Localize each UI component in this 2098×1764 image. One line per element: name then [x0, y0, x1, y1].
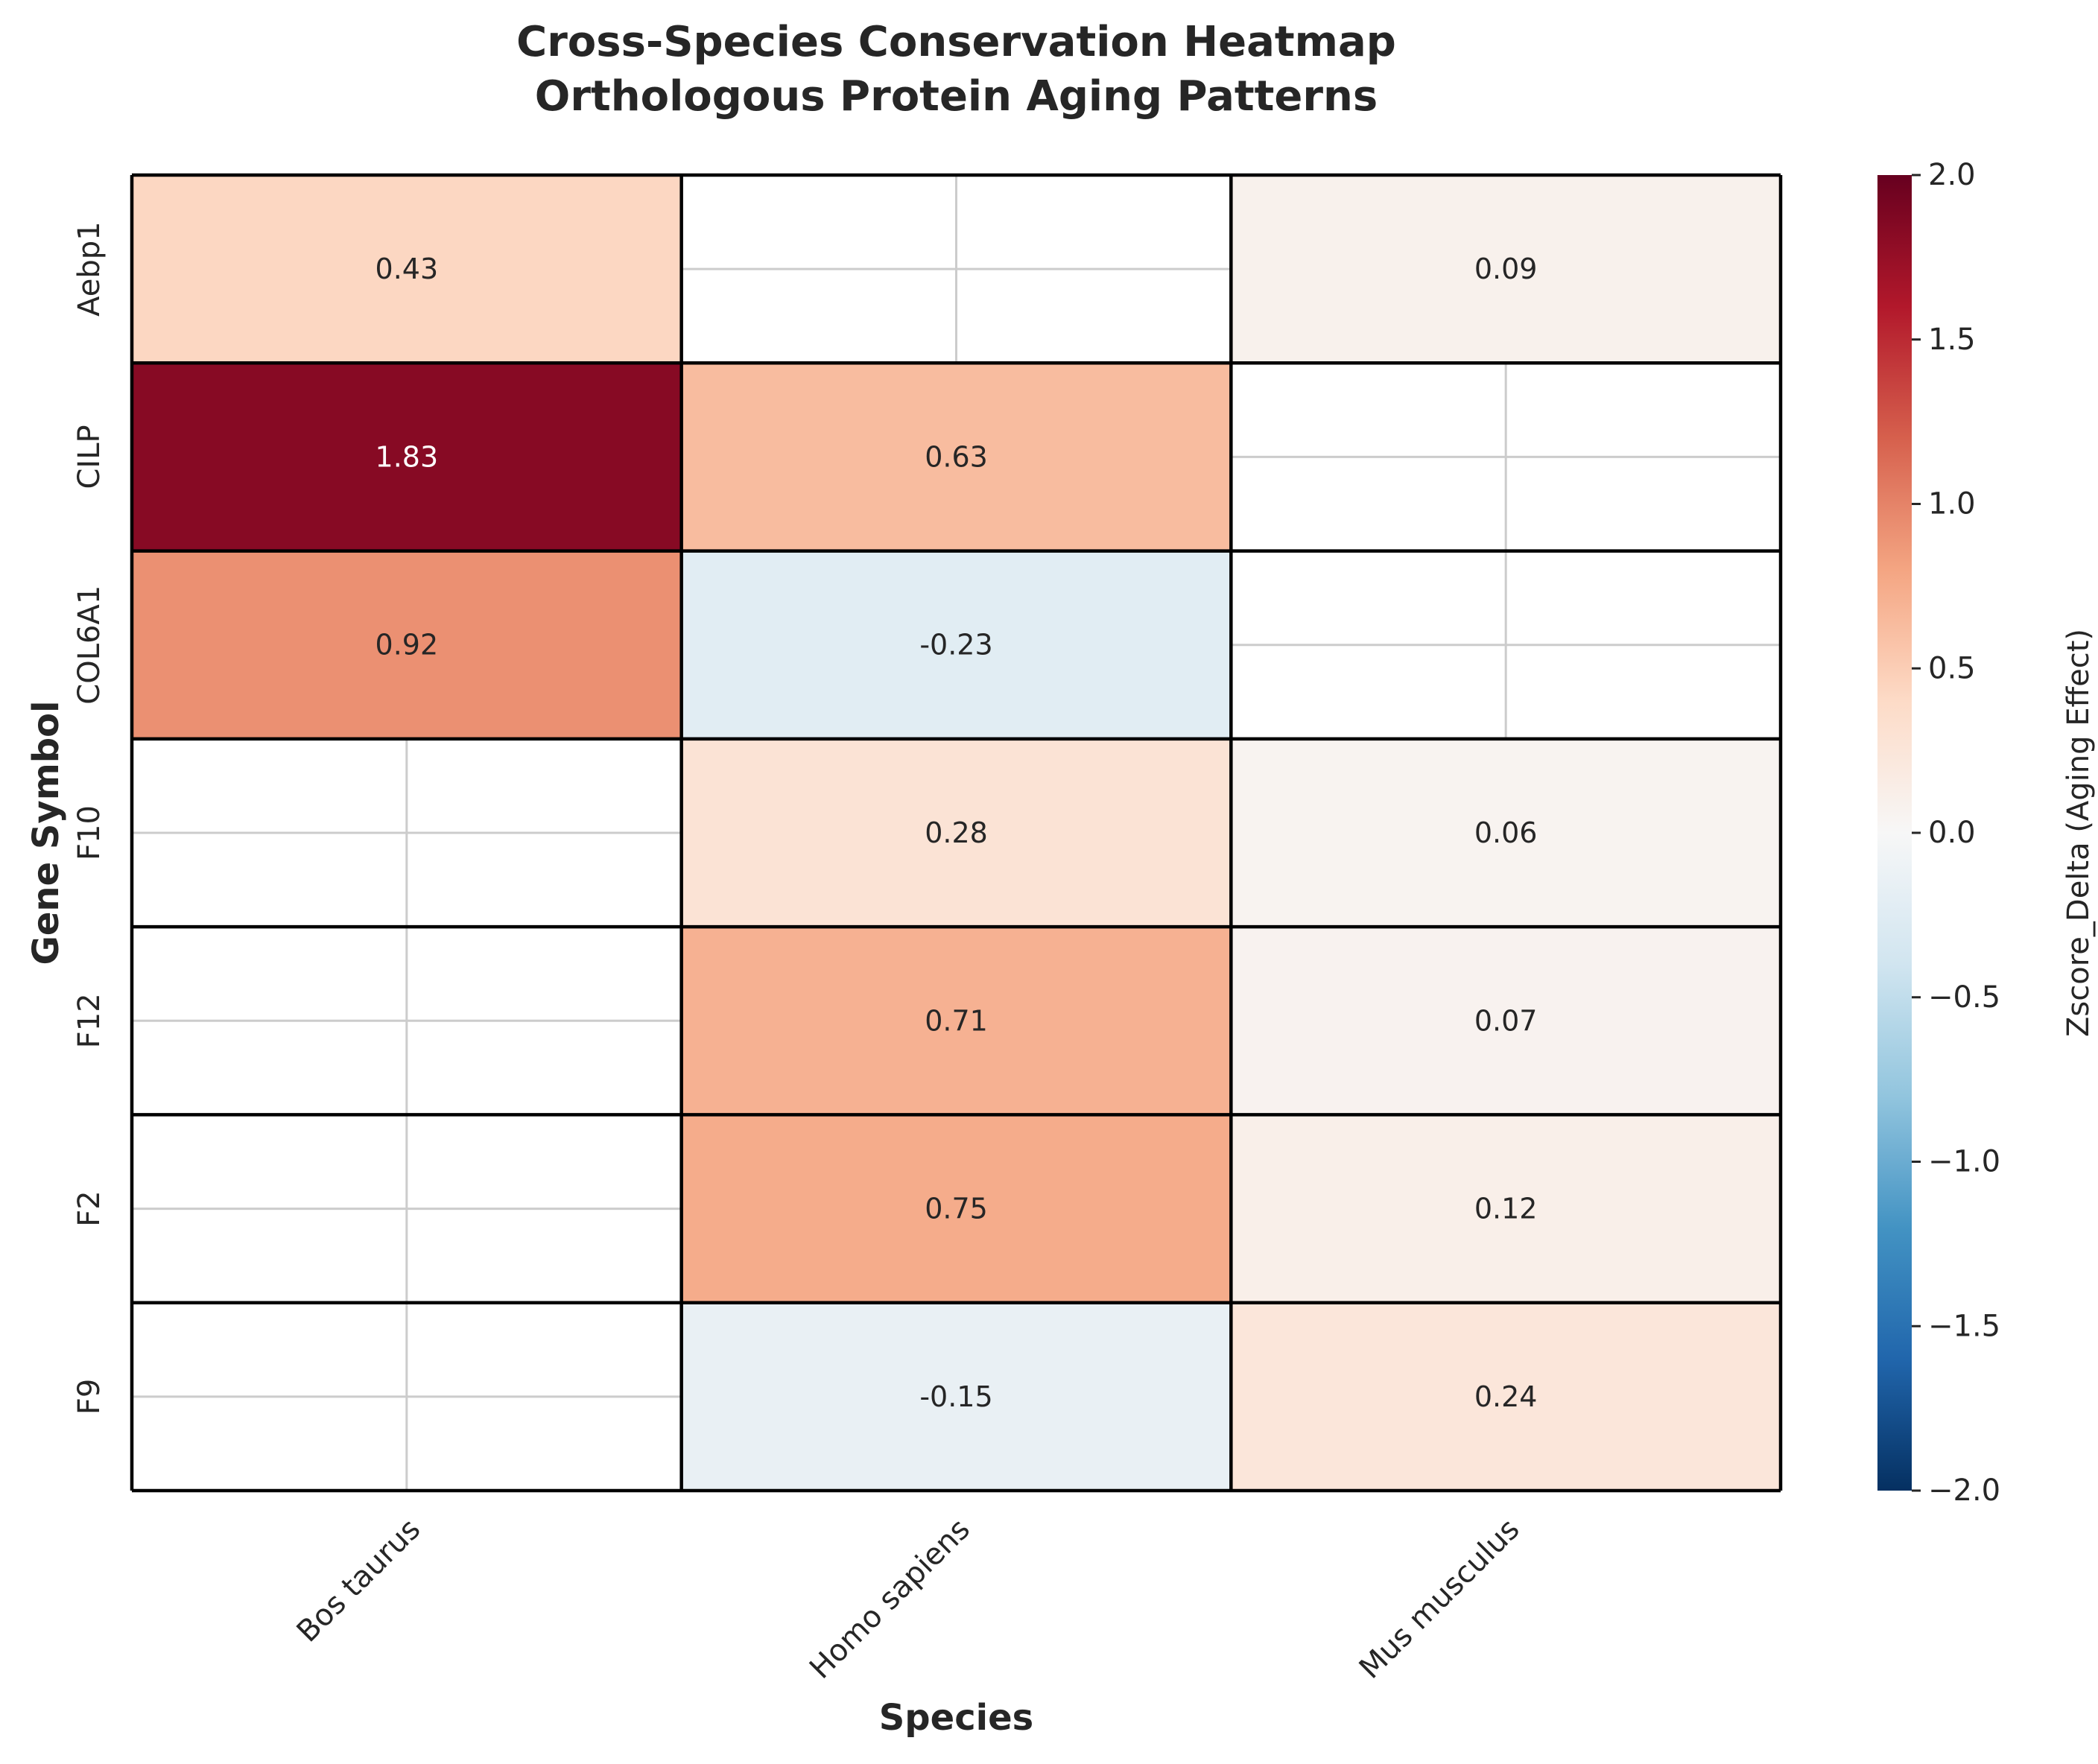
cell-label-aebp1-bos-taurus: 0.43 — [375, 253, 439, 285]
cell-label-f10-homo-sapiens: 0.28 — [925, 816, 988, 849]
cell-label-f2-homo-sapiens: 0.75 — [925, 1193, 988, 1225]
cell-label-col6a1-bos-taurus: 0.92 — [375, 629, 439, 662]
heatmap-cell-col6a1-homo-sapiens — [681, 551, 1232, 739]
cell-label-f12-homo-sapiens: 0.71 — [925, 1004, 988, 1037]
heatmap-cell-f12-homo-sapiens — [681, 927, 1232, 1115]
cell-label-col6a1-homo-sapiens: -0.23 — [919, 629, 992, 662]
cell-label-f12-mus-musculus: 0.07 — [1474, 1004, 1538, 1037]
colorbar-tick-label-5: −0.5 — [1928, 980, 2000, 1015]
y-tick-label-cilp: CILP — [72, 425, 107, 489]
cell-label-aebp1-mus-musculus: 0.09 — [1474, 253, 1538, 285]
colorbar-label: Zscore_Delta (Aging Effect) — [2061, 629, 2096, 1037]
x-tick-label-homo-sapiens: Homo sapiens — [803, 1512, 977, 1686]
x-tick-label-mus-musculus: Mus musculus — [1353, 1512, 1527, 1686]
heatmap-cell-f2-homo-sapiens — [681, 1114, 1232, 1303]
y-tick-label-f9: F9 — [72, 1379, 107, 1415]
heatmap-cell-f9-mus-musculus — [1231, 1302, 1781, 1491]
x-axis-label: Species — [879, 1697, 1034, 1739]
chart-subtitle: Orthologous Protein Aging Patterns — [535, 72, 1378, 121]
heatmap-cell-f10-homo-sapiens — [681, 738, 1232, 927]
heatmap-cell-f12-mus-musculus — [1231, 927, 1781, 1115]
colorbar-tick-label-3: 0.5 — [1928, 651, 1976, 685]
y-axis-label: Gene Symbol — [25, 700, 67, 965]
y-tick-label-aebp1: Aebp1 — [72, 221, 107, 317]
cell-label-cilp-bos-taurus: 1.83 — [375, 440, 439, 473]
heatmap-cell-aebp1-bos-taurus — [132, 175, 682, 364]
heatmap-cell-col6a1-bos-taurus — [132, 551, 682, 739]
colorbar-tick-label-4: 0.0 — [1928, 816, 1976, 850]
y-tick-label-f12: F12 — [72, 993, 107, 1048]
cell-label-cilp-homo-sapiens: 0.63 — [925, 440, 988, 473]
x-tick-label-bos-taurus: Bos taurus — [291, 1512, 428, 1649]
heatmap-cell-cilp-bos-taurus — [132, 363, 682, 551]
colorbar-tick-label-8: −2.0 — [1928, 1473, 2000, 1508]
heatmap-cell-aebp1-mus-musculus — [1231, 175, 1781, 364]
heatmap-cell-f2-mus-musculus — [1231, 1114, 1781, 1303]
cell-label-f2-mus-musculus: 0.12 — [1474, 1193, 1538, 1225]
cell-label-f9-mus-musculus: 0.24 — [1474, 1380, 1538, 1413]
colorbar-tick-label-7: −1.5 — [1928, 1309, 2000, 1343]
y-tick-label-col6a1: COL6A1 — [72, 586, 107, 705]
colorbar-tick-label-2: 1.0 — [1928, 487, 1976, 521]
y-tick-label-f10: F10 — [72, 805, 107, 860]
colorbar-tick-label-6: −1.0 — [1928, 1145, 2000, 1179]
colorbar — [1877, 175, 1912, 1491]
heatmap-cell-cilp-homo-sapiens — [681, 363, 1232, 551]
heatmap-cell-f10-mus-musculus — [1231, 738, 1781, 927]
cell-label-f10-mus-musculus: 0.06 — [1474, 816, 1538, 849]
chart-title: Cross-Species Conservation Heatmap — [516, 18, 1396, 66]
colorbar-tick-label-1: 1.5 — [1928, 323, 1976, 357]
colorbar-tick-label-0: 2.0 — [1928, 158, 1976, 192]
heatmap-cell-f9-homo-sapiens — [681, 1302, 1232, 1491]
cell-label-f9-homo-sapiens: -0.15 — [919, 1380, 992, 1413]
y-tick-label-f2: F2 — [72, 1190, 107, 1226]
